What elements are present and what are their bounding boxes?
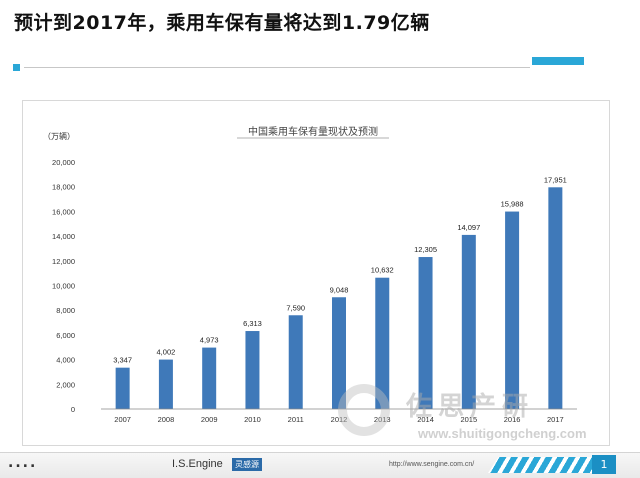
footer-url[interactable]: http://www.sengine.com.cn/ [389,461,475,468]
data-label-2017: 17,951 [544,175,567,184]
y-tick-label: 18,000 [52,183,75,192]
bar-2011 [288,315,303,409]
x-axis: 2007 2008 2009 2010 2011 2012 2013 2014 2015 2016… [101,408,577,424]
data-label-2015: 14,097 [457,223,480,232]
x-tick-label: 2007 [114,415,131,424]
footer-badge: 灵感源 [232,458,262,471]
footer-stripes [488,457,592,473]
bar-2017 [548,187,563,409]
y-unit-label: （万辆） [43,131,75,141]
x-tick-label: 2013 [374,415,391,424]
x-tick-label: 2009 [201,415,218,424]
bar-2015 [461,234,476,409]
title-marker [13,64,20,71]
x-tick-label: 2017 [547,415,564,424]
bar-2007 [115,367,130,409]
data-label-2013: 10,632 [371,266,394,275]
bar-chart: 中国乘用车保有量现状及预测 （万辆） 0 2,000 4,000 6,000 8,000… [43,125,577,424]
y-tick-label: 0 [71,405,75,414]
x-tick-label: 2016 [504,415,521,424]
data-label-2012: 9,048 [330,285,349,294]
footer-bar: .... I.S.Engine 灵感源 http://www.sengine.c… [0,452,640,478]
y-tick-label: 14,000 [52,232,75,241]
bar-2013 [375,277,390,409]
y-axis: 0 2,000 4,000 6,000 8,000 10,000 12,000 14,000 1… [52,158,75,414]
y-tick-label: 20,000 [52,158,75,167]
y-tick-label: 10,000 [52,282,75,291]
x-tick-label: 2014 [417,415,434,424]
accent-bar [532,57,584,65]
y-tick-label: 6,000 [56,331,75,340]
data-label-2007: 3,347 [113,356,132,365]
y-tick-label: 8,000 [56,306,75,315]
data-label-2014: 12,305 [414,245,437,254]
x-tick-label: 2012 [331,415,348,424]
chart-title: 中国乘用车保有量现状及预测 [248,125,378,138]
page-number: 1 [592,455,616,474]
x-tick-label: 2008 [158,415,175,424]
title-divider [24,67,530,68]
y-tick-label: 4,000 [56,356,75,365]
data-label-2009: 4,973 [200,336,219,345]
data-label-2016: 15,988 [501,200,524,209]
footer-brand: I.S.Engine [172,458,223,470]
x-tick-label: 2015 [460,415,477,424]
y-tick-label: 2,000 [56,380,75,389]
bar-2016 [505,211,520,409]
x-tick-label: 2010 [244,415,261,424]
y-tick-label: 16,000 [52,207,75,216]
chart-frame: 中国乘用车保有量现状及预测 （万辆） 0 2,000 4,000 6,000 8,000… [22,100,610,446]
data-label-2011: 7,590 [286,303,305,312]
footer-dots: .... [8,455,38,471]
bar-2009 [202,347,217,409]
bars-group: 3,347 4,002 4,973 6,313 7,590 9,048 10,632 12,3… [113,175,567,409]
slide-title: 预计到2017年，乘用车保有量将达到1.79亿辆 [14,12,430,34]
data-label-2010: 6,313 [243,319,262,328]
bar-2010 [245,331,260,409]
x-tick-label: 2011 [288,415,304,424]
bar-2012 [332,297,346,409]
bar-2008 [158,359,173,409]
y-tick-label: 12,000 [52,257,75,266]
data-label-2008: 4,002 [157,348,176,357]
bar-2014 [418,257,433,409]
